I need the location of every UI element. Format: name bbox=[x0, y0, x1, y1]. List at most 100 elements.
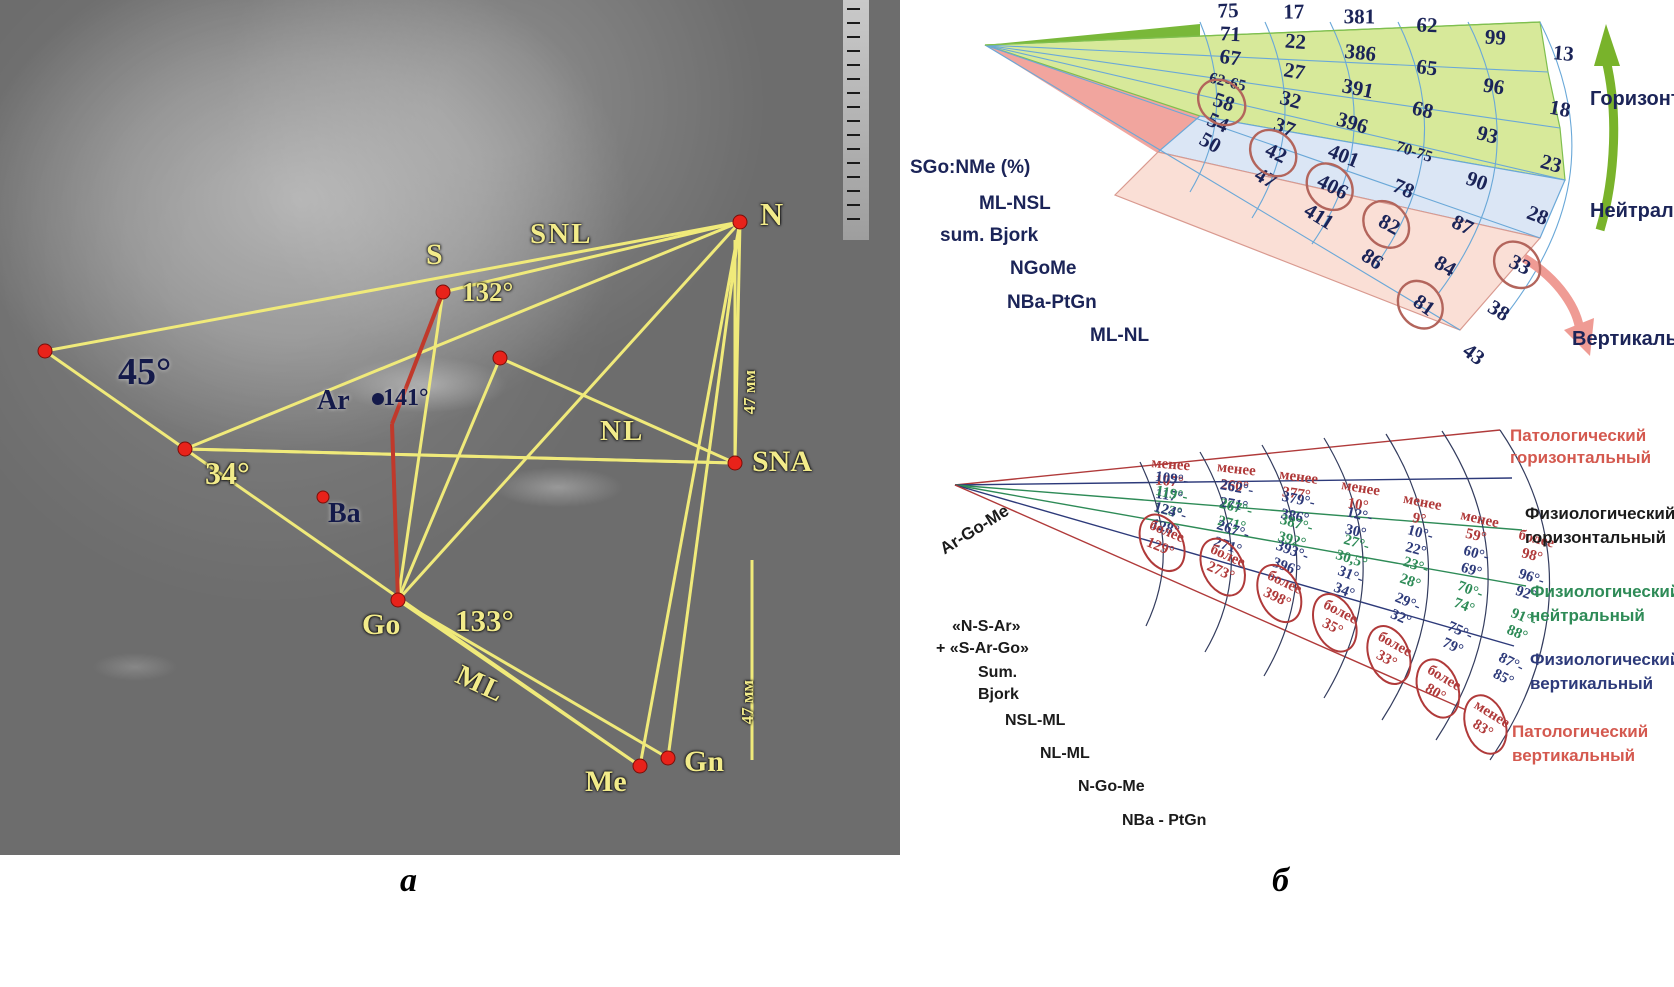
fan-spokes bbox=[984, 44, 1566, 331]
lower-row-label-nl-ml: NL-ML bbox=[1040, 745, 1090, 762]
lower-fan-cell: 109°-117° bbox=[1151, 469, 1189, 507]
landmark-label-ba: Ba bbox=[328, 498, 361, 529]
cephalometric-tracing bbox=[37, 214, 754, 774]
lower-fan-cell-values: менее107° менее260° менее377° менее10° менее… bbox=[1144, 455, 1556, 741]
lower-row-label-bjork: Bjork bbox=[978, 686, 1019, 703]
fan-cell: 65 bbox=[1415, 54, 1439, 81]
fan-row-label-sum-bjork: sum. Bjork bbox=[940, 225, 1039, 246]
lower-fan-cell: менее260° bbox=[1214, 459, 1257, 496]
fan-row-label-ml-nsl: ML-NSL bbox=[979, 193, 1051, 214]
plane-label-snl: SNL bbox=[530, 218, 593, 250]
lower-fan-cell: 267°-271° bbox=[1213, 496, 1254, 536]
xray-image bbox=[0, 0, 900, 855]
fan-circle-marker bbox=[1197, 78, 1247, 127]
fan-category-neutral: Нейтральный bbox=[1590, 200, 1674, 222]
lower-fan-arcs bbox=[1139, 429, 1551, 761]
lower-category-phys-vert-1: Физиологический bbox=[1530, 650, 1674, 669]
fan-circle-marker bbox=[1396, 279, 1444, 330]
ruler-scale bbox=[843, 0, 869, 240]
lower-fan-cell: менее377° bbox=[1276, 467, 1319, 505]
red-lines bbox=[390, 291, 445, 601]
lower-fan-cell: 262°-271° bbox=[1216, 477, 1255, 515]
fan-circle-marker bbox=[1248, 128, 1298, 178]
lower-category-phys-vert-2: вертикальный bbox=[1530, 674, 1654, 693]
lower-fan-cell: 87°-85° bbox=[1488, 650, 1526, 691]
lower-fan-cell: менее9° bbox=[1399, 491, 1444, 531]
fan-cell: 96 bbox=[1482, 73, 1506, 100]
lower-fan-cell: 12°-30° bbox=[1341, 504, 1374, 542]
fan-category-vertical: Вертикальный bbox=[1572, 328, 1674, 350]
lower-fan-cell: 70°-74° bbox=[1449, 578, 1485, 618]
angle-133-label: 133° bbox=[455, 603, 514, 638]
lower-fan-circle-marker bbox=[1415, 658, 1461, 719]
lower-category-path-horiz-1: Патологический bbox=[1510, 426, 1647, 445]
point-ar bbox=[372, 393, 384, 405]
fan-cell: 62 bbox=[1416, 13, 1438, 38]
fan-cell: 75 bbox=[1217, 0, 1239, 23]
lower-fan-chart: менее107° менее260° менее377° менее10° менее… bbox=[954, 429, 1556, 761]
fan-spokes-green bbox=[984, 21, 1541, 46]
fan-row-label-sgo-nme: SGo:NMe (%) bbox=[910, 157, 1031, 178]
lower-row-label-sum: Sum. bbox=[978, 664, 1018, 681]
lower-fan-circle-marker bbox=[1138, 513, 1186, 572]
plane-label-nl: NL bbox=[600, 415, 645, 447]
fan-cell: 99 bbox=[1484, 24, 1506, 49]
lower-fan-circle-marker bbox=[1366, 625, 1412, 685]
fan-row-label-ngome: NGoMe bbox=[1010, 258, 1077, 279]
lower-fan-spokes bbox=[954, 429, 1527, 711]
lower-row-label-nba-ptgn: NBa - PtGn bbox=[1122, 812, 1207, 829]
lower-fan-cell: менее107° bbox=[1149, 455, 1191, 491]
lower-fan-cell: 23°-28° bbox=[1395, 554, 1430, 594]
fan-arcs bbox=[1189, 21, 1573, 321]
lower-category-phys-horiz-1: Физиологический bbox=[1525, 504, 1674, 523]
lower-row-label-sargo: + «S-Ar-Go» bbox=[936, 640, 1029, 657]
measure-label-upper: 47 мм bbox=[740, 370, 759, 415]
fan-circle-marker bbox=[1492, 240, 1542, 290]
lower-fan-cell: менее10° bbox=[1337, 477, 1381, 516]
angle-132-label: 132° bbox=[462, 277, 514, 307]
lower-row-label-nsar: «N-S-Ar» bbox=[952, 618, 1021, 635]
lower-category-path-vert-1: Патологический bbox=[1512, 722, 1649, 741]
fan-circled-markers bbox=[1197, 78, 1542, 330]
arrow-up-green-icon bbox=[1594, 24, 1620, 232]
lower-fan-cell: 60°-69° bbox=[1457, 543, 1491, 582]
landmark-label-s: S bbox=[426, 238, 443, 271]
panel-b-upper-fan: 75 17 381 62 99 13 71 22 386 65 96 18 67 27 391 68 93 23 6… bbox=[900, 0, 1674, 400]
fan-cell: 27 bbox=[1282, 57, 1307, 84]
measure-label-lower: 47 мм bbox=[738, 680, 757, 725]
fan-circle-marker bbox=[1362, 199, 1411, 249]
lower-fan-cell: менее59° bbox=[1455, 507, 1501, 548]
lower-fan-cell: 96°-92° bbox=[1511, 566, 1546, 605]
landmark-label-ar: Ar bbox=[317, 385, 350, 416]
landmark-label-n: N bbox=[760, 196, 784, 232]
fan-row-label-nba-ptgn: NBa-PtGn bbox=[1007, 292, 1097, 313]
angle-141-label: 141° bbox=[383, 385, 429, 411]
lower-category-path-vert-2: вертикальный bbox=[1512, 746, 1636, 765]
fan-circle-marker bbox=[1305, 162, 1354, 212]
fan-cell: 67 bbox=[1218, 44, 1242, 71]
lower-fan-circle-marker bbox=[1256, 563, 1303, 624]
fan-row-label-ml-nl: ML-NL bbox=[1090, 325, 1150, 346]
lower-category-phys-neutral-2: нейтральный bbox=[1530, 606, 1645, 625]
lower-fan-circle-marker bbox=[1199, 537, 1246, 597]
lower-category-path-horiz-2: горизонтальный bbox=[1510, 448, 1652, 467]
lower-fan-cell: 91°-88° bbox=[1502, 605, 1539, 645]
landmark-label-sna: SNA bbox=[752, 445, 813, 478]
lower-fan-circled-markers bbox=[1138, 513, 1508, 755]
arrow-down-pink-icon bbox=[1521, 254, 1594, 356]
landmark-label-gn: Gn bbox=[684, 745, 725, 778]
landmark-label-go: Go bbox=[362, 608, 401, 641]
lower-fan-cell: 75°-79° bbox=[1438, 618, 1476, 659]
fan-category-horizontal: Горизонтальный bbox=[1590, 88, 1674, 110]
panel-b-lower-fan: менее107° менее260° менее377° менее10° менее… bbox=[900, 400, 1674, 855]
yellow-lines bbox=[44, 220, 754, 768]
fan-cell: 381 bbox=[1344, 4, 1376, 28]
fan-cell: 22 bbox=[1284, 28, 1307, 54]
landmark-label-me: Me bbox=[585, 765, 627, 798]
fan-cell: 386 bbox=[1344, 39, 1378, 66]
fan-cell: 13 bbox=[1552, 40, 1575, 66]
fan-cell: 17 bbox=[1283, 0, 1304, 24]
lower-row-label-n-go-me: N-Go-Me bbox=[1078, 778, 1145, 795]
lower-category-phys-horiz-2: горизонтальный bbox=[1525, 528, 1667, 547]
